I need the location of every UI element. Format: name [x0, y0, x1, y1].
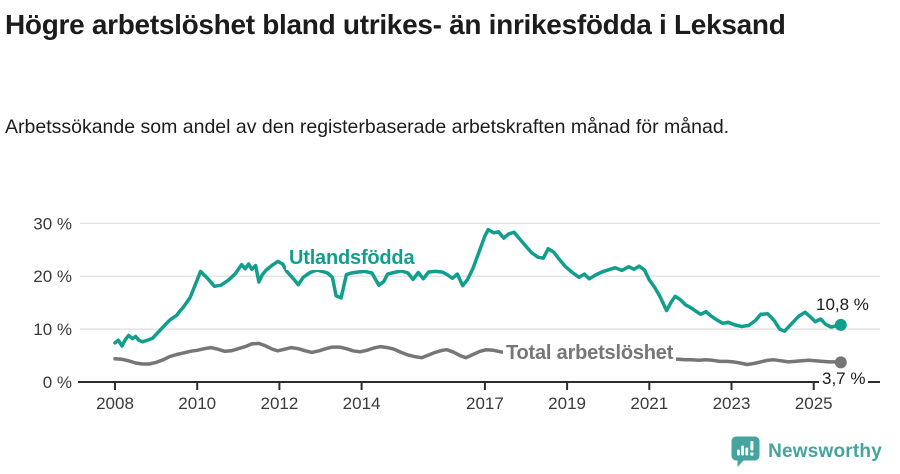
- svg-text:2012: 2012: [260, 394, 298, 413]
- newsworthy-branding: Newsworthy: [730, 435, 882, 468]
- svg-text:2008: 2008: [96, 394, 134, 413]
- page-title: Högre arbetslöshet bland utrikes- än inr…: [5, 9, 786, 40]
- svg-text:2025: 2025: [795, 394, 833, 413]
- svg-text:2019: 2019: [548, 394, 586, 413]
- end-value-total-arbetsloshet: 3,7 %: [819, 369, 869, 389]
- series-label-total-arbetsloshet: Total arbetslöshet: [503, 342, 677, 365]
- svg-text:2023: 2023: [713, 394, 751, 413]
- svg-text:2021: 2021: [630, 394, 668, 413]
- svg-text:30 %: 30 %: [33, 214, 72, 233]
- svg-text:2014: 2014: [343, 394, 381, 413]
- newsworthy-wordmark: Newsworthy: [768, 440, 882, 462]
- svg-text:10 %: 10 %: [33, 320, 72, 339]
- series-label-utlandsfodda: Utlandsfödda: [286, 247, 418, 270]
- chart-subtitle: Arbetssökande som andel av den registerb…: [5, 116, 730, 138]
- newsworthy-logo-icon: [731, 436, 760, 467]
- svg-text:0 %: 0 %: [43, 373, 72, 392]
- svg-text:2017: 2017: [466, 394, 504, 413]
- svg-text:2010: 2010: [178, 394, 216, 413]
- svg-text:20 %: 20 %: [33, 267, 72, 286]
- end-value-utlandsfodda: 10,8 %: [816, 295, 869, 314]
